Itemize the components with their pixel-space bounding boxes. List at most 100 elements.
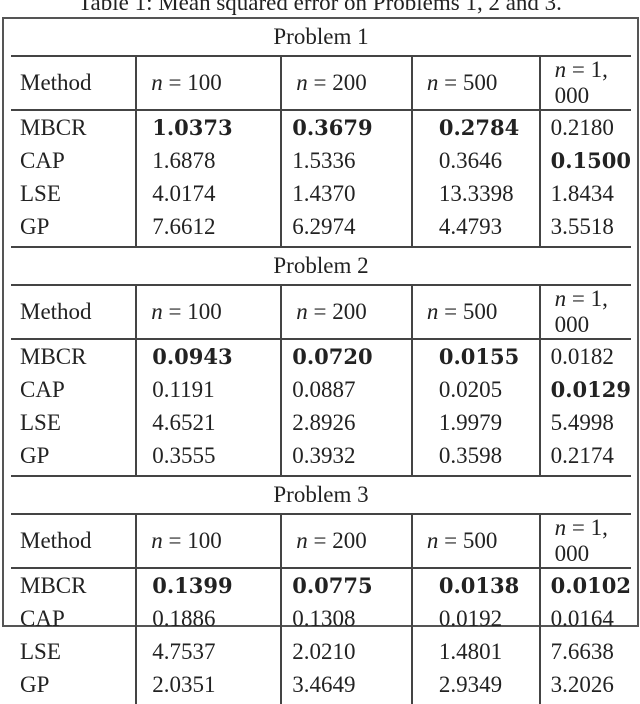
best-value: 0.1500 [550,147,631,173]
value: 3.5518 [550,213,614,239]
column-header-row: Method n = 100 n = 200 n = 500 n = 1, 000 [11,514,631,569]
value: 2.0210 [292,638,356,664]
best-value: 0.0129 [550,376,631,402]
value: 2.9349 [438,671,503,697]
value: 3.2026 [550,671,614,697]
mse-cell: 0.1308 [280,602,412,635]
header-n-2: n = 500 [410,285,540,340]
method-name: MBCR [20,572,87,598]
value: 2.8926 [292,409,356,435]
mse-cell: 4.0174 [135,177,282,210]
value: 0.3555 [152,442,216,468]
value: 1.9979 [438,409,503,435]
mse-cell: 4.4793 [410,210,540,247]
mse-cell: 0.1191 [135,373,282,406]
value: 0.3646 [438,147,503,173]
problem-title-row: Problem 3 [11,475,631,515]
mse-cell: 0.3679 [280,110,412,144]
n-variable: n [426,70,439,95]
sample-size: 100 [187,528,222,553]
table-row: LSE 4.6521 2.8926 1.9979 5.4998 [11,406,631,439]
method-name: MBCR [20,114,87,140]
mse-cell: 0.1886 [135,602,282,635]
equals-sign: = [307,299,333,324]
value: 1.5336 [292,147,356,173]
mse-cell: 0.0155 [410,339,540,373]
table-row: CAP 0.1191 0.0887 0.0205 0.0129 [11,373,631,406]
sample-size: 500 [462,70,498,95]
header-n-3: n = 1, 000 [538,514,631,569]
mse-cell: 0.1399 [135,568,282,602]
mse-cell: 3.2026 [538,668,631,704]
results-table: Problem 1 Method n = 100 n = 200 n = 500 n = … [11,19,631,704]
value: 0.0192 [438,605,503,631]
mse-cell: 0.3646 [410,144,540,177]
n-variable: n [151,299,163,324]
method-name: GP [20,442,50,468]
mse-cell: 0.2174 [538,439,631,476]
mse-cell: 0.0887 [280,373,412,406]
header-n-0: n = 100 [135,514,282,569]
value: 1.6878 [152,147,216,173]
value: 0.0887 [292,376,356,402]
table-row: LSE 4.0174 1.4370 13.3398 1.8434 [11,177,631,210]
mse-cell: 0.0138 [410,568,540,602]
equals-sign: = [162,70,188,95]
problem-title-row: Problem 1 [11,19,631,57]
n-variable: n [426,299,439,324]
mse-cell: 2.0210 [280,635,412,668]
mse-cell: 4.7537 [135,635,282,668]
value: 0.0164 [550,605,614,631]
mse-cell: 1.5336 [280,144,412,177]
mse-cell: 0.3598 [410,439,540,476]
value: 0.2180 [550,114,614,140]
mse-cell: 0.3932 [280,439,412,476]
table-row: GP 2.0351 3.4649 2.9349 3.2026 [11,668,631,704]
table-row: CAP 1.6878 1.5336 0.3646 0.1500 [11,144,631,177]
best-value: 0.0155 [438,343,520,369]
header-n-2: n = 500 [410,56,540,111]
header-method: Method [11,514,137,569]
table-row: CAP 0.1886 0.1308 0.0192 0.0164 [11,602,631,635]
equals-sign: = [438,70,463,95]
mse-cell: 1.4801 [410,635,540,668]
header-n-3: n = 1, 000 [538,56,631,111]
mse-cell: 1.6878 [135,144,282,177]
mse-cell: 3.4649 [280,668,412,704]
method-name: CAP [20,605,65,631]
mse-cell: 7.6612 [135,210,282,247]
mse-cell: 0.1500 [538,144,631,177]
value: 0.0205 [438,376,503,402]
table-row: LSE 4.7537 2.0210 1.4801 7.6638 [11,635,631,668]
sample-size: 500 [462,528,498,553]
table-row: MBCR 0.1399 0.0775 0.0138 0.0102 [11,568,631,602]
n-variable: n [151,70,163,95]
best-value: 1.0373 [152,114,233,140]
value: 7.6638 [550,638,614,664]
best-value: 0.0775 [292,572,373,598]
results-table-frame: Problem 1 Method n = 100 n = 200 n = 500 n = … [2,17,639,704]
mse-cell: 0.0164 [538,602,631,635]
table-row: MBCR 0.0943 0.0720 0.0155 0.0182 [11,339,631,373]
value: 1.4370 [292,180,356,206]
n-variable: n [296,70,308,95]
best-value: 0.2784 [438,114,520,140]
best-value: 0.0138 [438,572,520,598]
equals-sign: = [162,528,188,553]
problem-title: Problem 2 [11,246,631,286]
problem-title: Problem 1 [11,19,631,57]
sample-size: 100 [187,299,222,324]
sample-size: 1, 000 [554,515,608,566]
value: 0.2174 [550,442,614,468]
equals-sign: = [438,528,463,553]
sample-size: 100 [187,70,222,95]
value: 0.1191 [152,376,215,402]
sample-size: 1, 000 [554,286,608,337]
mse-cell: 0.2784 [410,110,540,144]
mse-cell: 13.3398 [410,177,540,210]
mse-cell: 1.9979 [410,406,540,439]
best-value: 0.0102 [550,572,631,598]
equals-sign: = [566,286,591,311]
value: 13.3398 [438,180,514,206]
mse-cell: 1.8434 [538,177,631,210]
